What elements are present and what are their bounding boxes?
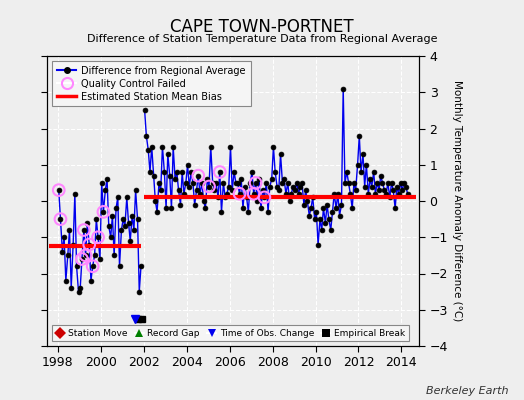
Point (252, 180, 260, 186)
Point (54, 187, 63, 193)
Point (81, 252, 90, 258)
Point (205, 183, 213, 190)
Point (99, 209, 107, 215)
Legend: Station Move, Record Gap, Time of Obs. Change, Empirical Break: Station Move, Record Gap, Time of Obs. C… (52, 325, 409, 342)
Text: Difference of Station Temperature Data from Regional Average: Difference of Station Temperature Data f… (87, 34, 437, 44)
Point (194, 172, 202, 179)
Y-axis label: Monthly Temperature Anomaly Difference (°C): Monthly Temperature Anomaly Difference (… (452, 80, 462, 322)
Point (94, 234, 102, 240)
Point (260, 194, 269, 200)
Point (249, 190, 258, 197)
Point (215, 169, 224, 175)
Point (235, 190, 244, 197)
Point (78, 256, 86, 262)
Text: Berkeley Earth: Berkeley Earth (426, 386, 508, 396)
Point (56, 216, 64, 222)
Point (85, 241, 93, 248)
Text: CAPE TOWN-PORTNET: CAPE TOWN-PORTNET (170, 18, 354, 36)
Point (80, 227, 88, 233)
Point (89, 263, 97, 270)
